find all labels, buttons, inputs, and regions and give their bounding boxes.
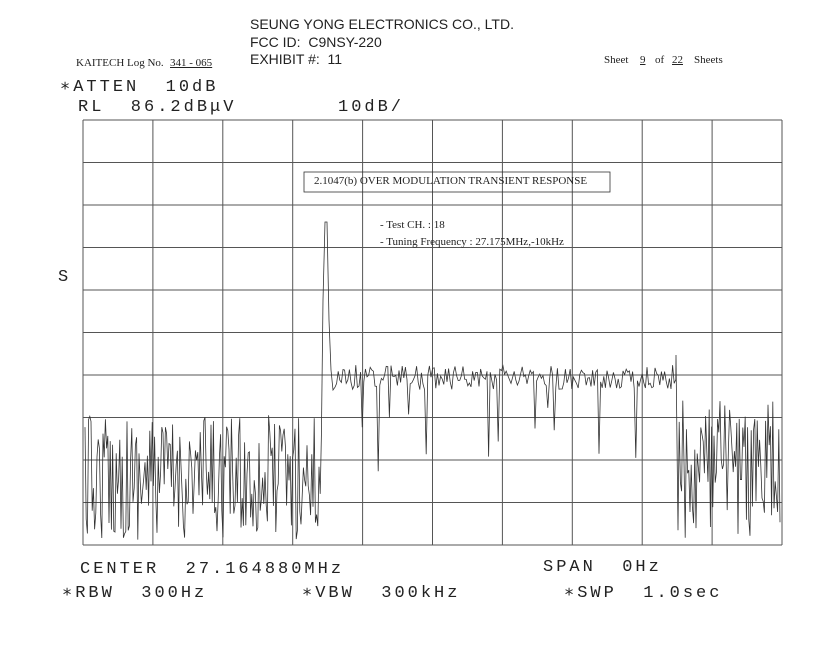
- ref-level: RL 86.2dBμV: [78, 98, 237, 117]
- sheet-suffix: Sheets: [694, 54, 723, 66]
- sheet-of: of: [655, 54, 665, 66]
- span: SPAN 0Hz: [543, 558, 662, 577]
- sheet-label: Sheet: [604, 54, 629, 66]
- grid: [82, 119, 783, 546]
- fcc-id: FCC ID: C9NSY-220: [250, 34, 382, 50]
- side-mark: S: [58, 268, 72, 287]
- annotation-title: 2.1047(b) OVER MODULATION TRANSIENT RESP…: [314, 175, 588, 187]
- scale: 10dB/: [338, 98, 405, 117]
- annotation-box: [303, 171, 611, 193]
- sheet-current: 9: [640, 54, 646, 66]
- center: CENTER 27.164880MHz: [80, 560, 345, 579]
- rbw: ∗RBW 300Hz: [62, 584, 208, 603]
- atten: ∗ATTEN 10dB: [60, 78, 219, 97]
- vbw: ∗VBW 300kHz: [302, 584, 461, 603]
- exhibit: EXHIBIT #: 11: [250, 51, 343, 67]
- sheet-total: 22: [672, 54, 683, 66]
- tuning-frequency: - Tuning Frequency : 27.175MHz,-10kHz: [380, 236, 564, 248]
- log-number: 341 - 065: [170, 57, 213, 69]
- log-label: KAITECH Log No.: [76, 57, 164, 69]
- company: SEUNG YONG ELECTRONICS CO., LTD.: [250, 16, 514, 32]
- sweep: ∗SWP 1.0sec: [564, 584, 723, 603]
- trace: [84, 221, 781, 540]
- test-channel: - Test CH. : 18: [380, 219, 445, 231]
